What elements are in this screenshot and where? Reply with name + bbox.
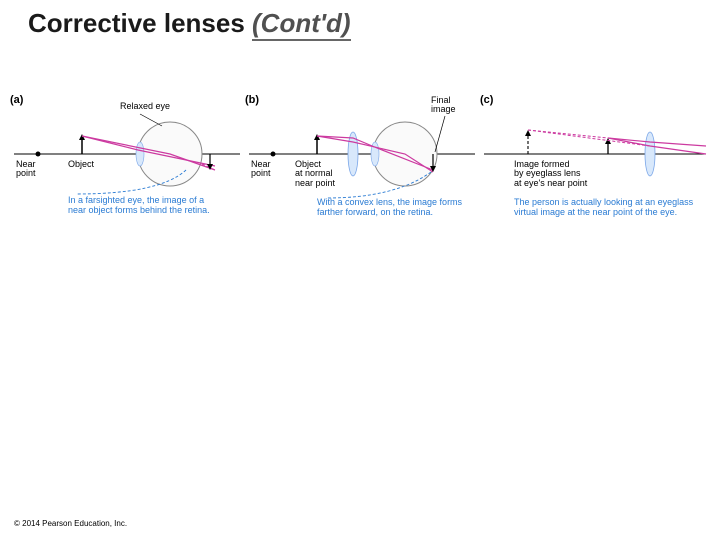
panel-b-top-label: Final image [431, 96, 456, 115]
title-contd: (Cont'd) [252, 8, 351, 41]
panel-a-object-label: Object [68, 160, 94, 169]
figure-row: (a) [10, 94, 710, 274]
slide-title: Corrective lenses (Cont'd) [28, 8, 351, 39]
panel-b-near-label: Near point [251, 160, 271, 179]
panel-c-caption: The person is actually looking at an eye… [514, 198, 693, 218]
panel-a-near-label: Near point [16, 160, 36, 179]
panel-b-object-label: Object at normal near point [295, 160, 335, 188]
panel-a-caption: In a farsighted eye, the image of a near… [68, 196, 210, 216]
panel-a: (a) [10, 94, 245, 274]
panel-a-top-label: Relaxed eye [120, 102, 170, 111]
panel-c-object-label: Image formed by eyeglass lens at eye's n… [514, 160, 587, 188]
panel-c: (c) Image formed by eyeglass lens at eye… [480, 94, 710, 274]
copyright-text: © 2014 Pearson Education, Inc. [14, 519, 127, 528]
title-main: Corrective lenses [28, 8, 252, 38]
panel-b-caption: With a convex lens, the image forms fart… [317, 198, 462, 218]
panel-b: (b) [245, 94, 480, 274]
